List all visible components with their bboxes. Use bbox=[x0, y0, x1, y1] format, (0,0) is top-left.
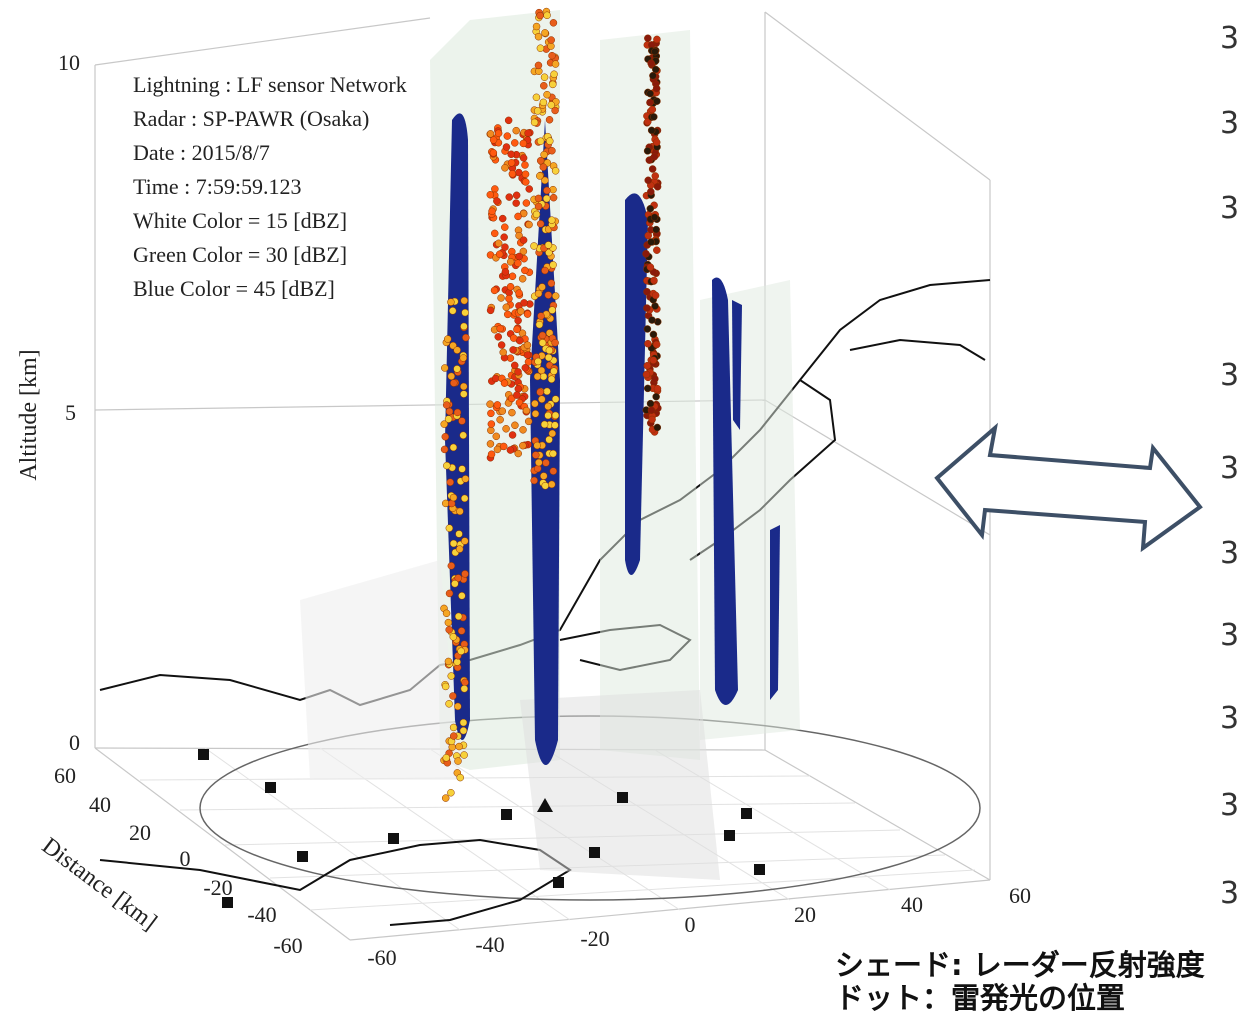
y-tick-label: -40 bbox=[247, 902, 276, 927]
radar-cells bbox=[445, 113, 780, 765]
x-tick-label: 0 bbox=[685, 912, 696, 937]
y-tick-label: 60 bbox=[54, 763, 76, 788]
right-edge-labels: 3 3 3 3 3 3 3 3 3 3 bbox=[1220, 21, 1238, 911]
z-tick-label: 0 bbox=[69, 730, 80, 755]
y-tick-label: -20 bbox=[203, 875, 232, 900]
y-tick-label: 20 bbox=[129, 820, 151, 845]
x-tick-label: 40 bbox=[901, 892, 923, 917]
edge-label: 3 bbox=[1220, 788, 1238, 823]
edge-label: 3 bbox=[1220, 358, 1238, 393]
edge-label: 3 bbox=[1220, 876, 1238, 911]
sensors bbox=[198, 749, 765, 908]
edge-label: 3 bbox=[1220, 21, 1238, 56]
caption-line: シェード: レーダー反射強度 bbox=[835, 948, 1205, 982]
y-tick-label: -60 bbox=[273, 933, 302, 958]
edge-label: 3 bbox=[1220, 191, 1238, 226]
info-line: White Color = 15 [dBZ] bbox=[133, 208, 347, 233]
edge-label: 3 bbox=[1220, 451, 1238, 486]
edge-label: 3 bbox=[1220, 618, 1238, 653]
info-line: Time : 7:59:59.123 bbox=[133, 174, 302, 199]
tick-labels: 0 5 10 60 40 20 0 -20 -40 -60 -60 -40 -20 0 20 40 60 bbox=[54, 50, 1031, 970]
caption-line: ドット：雷発光の位置 bbox=[835, 981, 1125, 1015]
x-tick-label: 60 bbox=[1009, 883, 1031, 908]
info-line: Green Color = 30 [dBZ] bbox=[133, 242, 347, 267]
info-line: Lightning : LF sensor Network bbox=[133, 72, 407, 97]
info-line: Radar : SP-PAWR (Osaka) bbox=[133, 106, 369, 131]
info-line: Blue Color = 45 [dBZ] bbox=[133, 276, 335, 301]
x-tick-label: 20 bbox=[794, 902, 816, 927]
x-tick-label: -20 bbox=[580, 926, 609, 951]
z-tick-label: 10 bbox=[58, 50, 80, 75]
edge-label: 3 bbox=[1220, 536, 1238, 571]
lightning-dots bbox=[440, 7, 662, 802]
x-tick-label: -60 bbox=[367, 945, 396, 970]
x-tick-label: -40 bbox=[475, 932, 504, 957]
z-axis-label: Altitude [km] bbox=[16, 349, 42, 480]
y-tick-label: 40 bbox=[89, 792, 111, 817]
double-arrow bbox=[934, 422, 1203, 553]
y-tick-label: 0 bbox=[180, 846, 191, 871]
edge-label: 3 bbox=[1220, 701, 1238, 736]
edge-label: 3 bbox=[1220, 106, 1238, 141]
y-axis-label: Distance [km] bbox=[37, 833, 162, 936]
info-box: Lightning : LF sensor Network Radar : SP… bbox=[133, 72, 407, 301]
z-tick-label: 5 bbox=[65, 400, 76, 425]
info-line: Date : 2015/8/7 bbox=[133, 140, 270, 165]
